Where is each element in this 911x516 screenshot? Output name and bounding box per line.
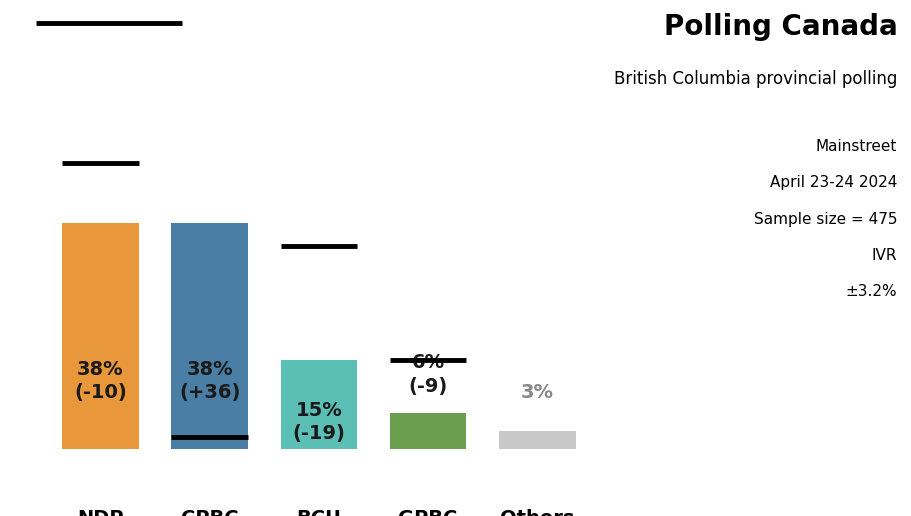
Text: April 23-24 2024: April 23-24 2024 bbox=[770, 175, 897, 190]
Text: 15%
(-19): 15% (-19) bbox=[292, 401, 345, 443]
Text: 38%
(+36): 38% (+36) bbox=[179, 360, 241, 402]
Text: Polling Canada: Polling Canada bbox=[663, 13, 897, 41]
Text: 3%: 3% bbox=[521, 383, 554, 402]
Text: ±3.2%: ±3.2% bbox=[845, 284, 897, 299]
Bar bbox=[499, 431, 576, 449]
Bar bbox=[281, 360, 357, 449]
Bar bbox=[62, 223, 138, 449]
Text: 6%
(-9): 6% (-9) bbox=[408, 353, 447, 396]
Text: 38%
(-10): 38% (-10) bbox=[74, 360, 127, 402]
Text: IVR: IVR bbox=[872, 248, 897, 263]
Text: Sample size = 475: Sample size = 475 bbox=[753, 212, 897, 227]
Text: Mainstreet: Mainstreet bbox=[816, 139, 897, 154]
Text: British Columbia provincial polling: British Columbia provincial polling bbox=[614, 70, 897, 88]
Bar bbox=[171, 223, 248, 449]
Bar bbox=[390, 413, 466, 449]
